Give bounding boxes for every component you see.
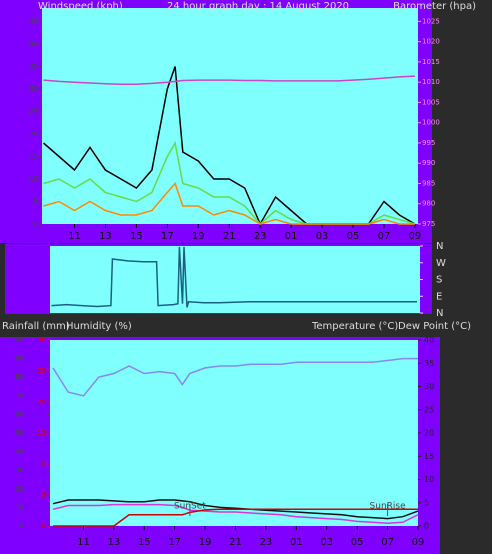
x-tick-label: 01 <box>290 537 303 548</box>
series-line <box>43 75 415 85</box>
y-tick-label: 1015 <box>422 58 440 66</box>
x-tick-label: 23 <box>254 231 267 242</box>
y-tick-label: 990 <box>422 159 435 167</box>
x-tick-label: 05 <box>347 231 360 242</box>
y-tick-label: 985 <box>422 179 435 187</box>
y-tick-label: 10 <box>15 503 24 511</box>
y-tick-label: 10 <box>424 475 434 484</box>
y-tick-label: 25 <box>29 108 38 116</box>
series-line <box>52 503 419 524</box>
y-tick-label: N <box>436 308 443 319</box>
y-tick-label: 30 <box>424 382 434 391</box>
y-tick-label: 45 <box>29 18 38 26</box>
y-tick-label: E <box>436 291 442 302</box>
y3-label: Rainfall (mm) <box>2 321 70 332</box>
series-line <box>53 508 418 527</box>
y2-label: Barometer (hpa) <box>393 1 476 12</box>
y-tick-label: 35 <box>29 63 38 71</box>
series-line <box>51 246 417 308</box>
y-tick-label: 40 <box>15 448 24 456</box>
y2-label: Dew Point (°C) <box>398 321 471 332</box>
y-tick-label: 1000 <box>422 119 440 127</box>
plot-temp <box>50 340 418 526</box>
y-label: Humidity (%) <box>66 321 132 332</box>
y2-label: Temperature (°C) <box>311 321 398 332</box>
y-tick-label: S <box>436 275 442 286</box>
y-tick-label: 995 <box>422 139 435 147</box>
y-tick-label: 30 <box>29 85 38 93</box>
y-tick-label: 0 <box>424 522 429 531</box>
y-tick-label: 90 <box>15 355 24 363</box>
y-tick-label: 1005 <box>422 98 440 106</box>
x-tick-label: 21 <box>223 231 236 242</box>
annotation: SunSet <box>174 502 206 512</box>
y-tick-label: 1010 <box>422 78 440 86</box>
y-tick-label: 10 <box>29 175 38 183</box>
y-tick-label: 10 <box>37 460 46 468</box>
y-tick-label: 40 <box>424 336 434 345</box>
plot-wind <box>42 8 418 224</box>
series-line <box>52 499 419 520</box>
x-tick-label: 17 <box>168 537 181 548</box>
y-tick-label: 0 <box>34 220 38 228</box>
y-tick-label: 25 <box>37 367 46 375</box>
y-tick-label: 5 <box>34 198 38 206</box>
y-tick-label: 15 <box>37 429 46 437</box>
y-tick-label: W <box>436 258 446 269</box>
y-tick-label: 70 <box>15 392 24 400</box>
x-tick-label: 23 <box>260 537 273 548</box>
y-tick-label: 5 <box>42 491 46 499</box>
x-tick-label: 17 <box>161 231 174 242</box>
chart-title: 24 hour graph day : 14 August 2020 <box>167 1 349 12</box>
x-tick-label: 19 <box>192 231 205 242</box>
x-tick-label: 15 <box>138 537 151 548</box>
x-tick-label: 13 <box>99 231 112 242</box>
series-line <box>52 357 418 397</box>
y-tick-label: 30 <box>15 466 24 474</box>
y-tick-label: 20 <box>15 485 24 493</box>
series-line <box>43 182 415 225</box>
y-tick-label: 40 <box>29 40 38 48</box>
y-tick-label: N <box>436 241 443 252</box>
y-tick-label: 50 <box>15 429 24 437</box>
y-tick-label: 980 <box>422 200 435 208</box>
x-tick-label: 09 <box>409 231 422 242</box>
x-tick-label: 21 <box>229 537 242 548</box>
y-tick-label: 1020 <box>422 38 440 46</box>
y-tick-label: 20 <box>29 130 38 138</box>
x-tick-label: 11 <box>68 231 81 242</box>
x-tick-label: 15 <box>130 231 143 242</box>
y-tick-label: 35 <box>424 359 434 368</box>
x-tick-label: 05 <box>351 537 364 548</box>
y-tick-label: 20 <box>424 429 434 438</box>
y-tick-label: 100 <box>11 336 24 344</box>
x-tick-label: 07 <box>381 537 394 548</box>
y-tick-label: 80 <box>15 373 24 381</box>
x-tick-label: 19 <box>199 537 212 548</box>
y-tick-label: 1025 <box>422 17 440 25</box>
x-tick-label: 09 <box>412 537 425 548</box>
y-tick-label: 25 <box>424 405 434 414</box>
x-tick-label: 11 <box>77 537 90 548</box>
x-tick-label: 03 <box>316 231 329 242</box>
y-tick-label: 20 <box>37 398 46 406</box>
x-tick-label: 13 <box>108 537 121 548</box>
x-tick-label: 03 <box>320 537 333 548</box>
y-tick-label: 5 <box>424 498 429 507</box>
annotation: SunRise <box>370 502 407 512</box>
y-tick-label: 15 <box>29 153 38 161</box>
y-label: Windspeed (kph) <box>38 1 123 12</box>
y-tick-label: 60 <box>15 410 24 418</box>
y-tick-label: 30 <box>37 336 46 344</box>
y-tick-label: 15 <box>424 452 434 461</box>
y-tick-label: 975 <box>422 220 435 228</box>
x-tick-label: 01 <box>285 231 298 242</box>
x-tick-label: 07 <box>378 231 391 242</box>
y-tick-label: 0 <box>42 522 46 530</box>
y-tick-label: 0 <box>20 522 24 530</box>
